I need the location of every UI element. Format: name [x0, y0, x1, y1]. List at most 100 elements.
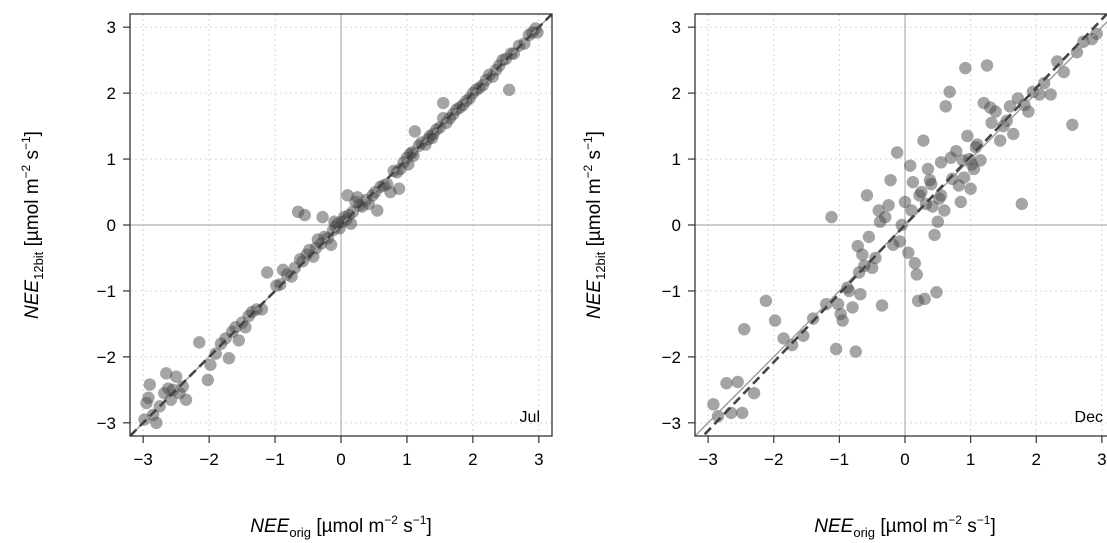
y-tick-label: 1: [672, 150, 681, 169]
x-axis-title-main: NEE: [250, 516, 289, 537]
x-tick-label: 2: [1032, 450, 1041, 469]
data-point: [836, 314, 849, 327]
x-axis-title-main: NEE: [814, 516, 853, 537]
data-point: [895, 218, 908, 232]
x-axis-title-sub: orig: [853, 525, 875, 540]
y-tick-label: 3: [672, 18, 681, 37]
data-point: [738, 322, 751, 336]
data-point: [176, 380, 189, 393]
data-point: [736, 406, 749, 420]
y-axis-title: NEE12bit [µmol m−2 s−1]: [19, 131, 46, 319]
y-tick-label: −2: [662, 348, 681, 367]
data-point: [711, 410, 725, 423]
data-point: [925, 177, 938, 191]
data-point: [768, 314, 782, 327]
data-point: [759, 294, 773, 308]
data-point: [974, 154, 987, 167]
x-tick-label: 1: [966, 450, 975, 469]
x-tick-label: 0: [900, 450, 909, 469]
data-point: [957, 171, 971, 184]
x-tick-label: −1: [265, 450, 284, 469]
data-point: [222, 351, 236, 365]
data-point: [961, 129, 974, 143]
x-axis-title: NEEorig [µmol m−2 s−1]: [814, 513, 995, 540]
data-point: [854, 288, 867, 301]
data-point: [893, 235, 906, 248]
y-axis-title-sub: 12bit: [31, 251, 46, 280]
y-tick-label: −3: [97, 414, 116, 433]
data-point: [915, 185, 928, 199]
panel-label: Jul: [520, 409, 540, 426]
data-point: [1000, 114, 1013, 128]
data-point: [392, 182, 406, 195]
data-point: [930, 286, 943, 299]
data-point: [1037, 77, 1051, 90]
x-axis-title-unit: [µmol m: [311, 516, 384, 537]
y-axis-title-main: NEE: [22, 280, 43, 319]
data-point: [407, 149, 420, 162]
data-point: [260, 266, 274, 279]
data-point: [502, 83, 516, 97]
data-point: [993, 134, 1007, 147]
data-point: [193, 336, 206, 349]
y-axis-title-main: NEE: [584, 280, 605, 319]
data-point: [179, 393, 193, 406]
data-point: [856, 248, 869, 261]
data-point: [298, 208, 311, 222]
y-axis-title-unit: [µmol m: [584, 178, 605, 251]
data-point: [720, 377, 733, 390]
data-point: [921, 162, 935, 176]
fit-line: [130, 14, 552, 436]
data-point: [939, 100, 952, 113]
data-point: [918, 292, 931, 306]
data-point: [943, 85, 956, 99]
y-axis-title: NEE12bit [µmol m−2 s−1]: [581, 131, 608, 319]
data-point: [831, 297, 845, 311]
fit-line: [701, 14, 1107, 436]
data-point: [1044, 88, 1057, 101]
data-point: [201, 373, 215, 387]
data-point: [164, 393, 178, 406]
data-point: [938, 204, 951, 217]
x-tick-label: −3: [698, 450, 717, 469]
x-tick-label: −2: [764, 450, 783, 469]
x-axis-title-unit_end: ]: [990, 516, 995, 537]
y-axis-title-exp1: −2: [581, 164, 595, 178]
y-tick-label: 0: [107, 216, 116, 235]
x-axis-title-unit_mid: s: [398, 516, 413, 537]
data-point: [944, 151, 958, 164]
data-point: [806, 312, 820, 325]
y-tick-label: 2: [672, 84, 681, 103]
data-point: [344, 217, 358, 230]
data-point: [985, 116, 998, 129]
y-axis-title-exp1: −2: [19, 164, 33, 178]
data-point: [316, 210, 329, 224]
data-point: [902, 246, 915, 259]
data-point: [1066, 118, 1079, 131]
data-point: [204, 358, 217, 371]
data-point: [967, 162, 981, 176]
data-point: [917, 134, 930, 147]
x-axis-title-exp2: −1: [977, 513, 991, 527]
data-point: [906, 175, 920, 189]
data-point: [425, 131, 439, 145]
panel-label: Dec: [1075, 409, 1103, 426]
data-point: [797, 329, 810, 342]
data-point: [731, 375, 744, 389]
y-axis-title-exp2: −1: [19, 136, 33, 150]
data-point: [879, 210, 892, 224]
y-axis-title-unit_end: ]: [22, 131, 43, 136]
data-point: [328, 215, 341, 228]
data-point: [239, 321, 252, 334]
data-point: [954, 195, 967, 209]
data-point: [862, 230, 876, 244]
y-tick-label: 0: [672, 216, 681, 235]
data-point: [150, 416, 163, 430]
data-point: [1090, 27, 1103, 40]
data-point: [371, 204, 384, 217]
x-axis-title-sub: orig: [289, 525, 311, 540]
data-point: [884, 173, 897, 187]
x-axis-title-unit: [µmol m: [875, 516, 948, 537]
data-point: [142, 391, 155, 404]
data-point: [1051, 55, 1064, 68]
